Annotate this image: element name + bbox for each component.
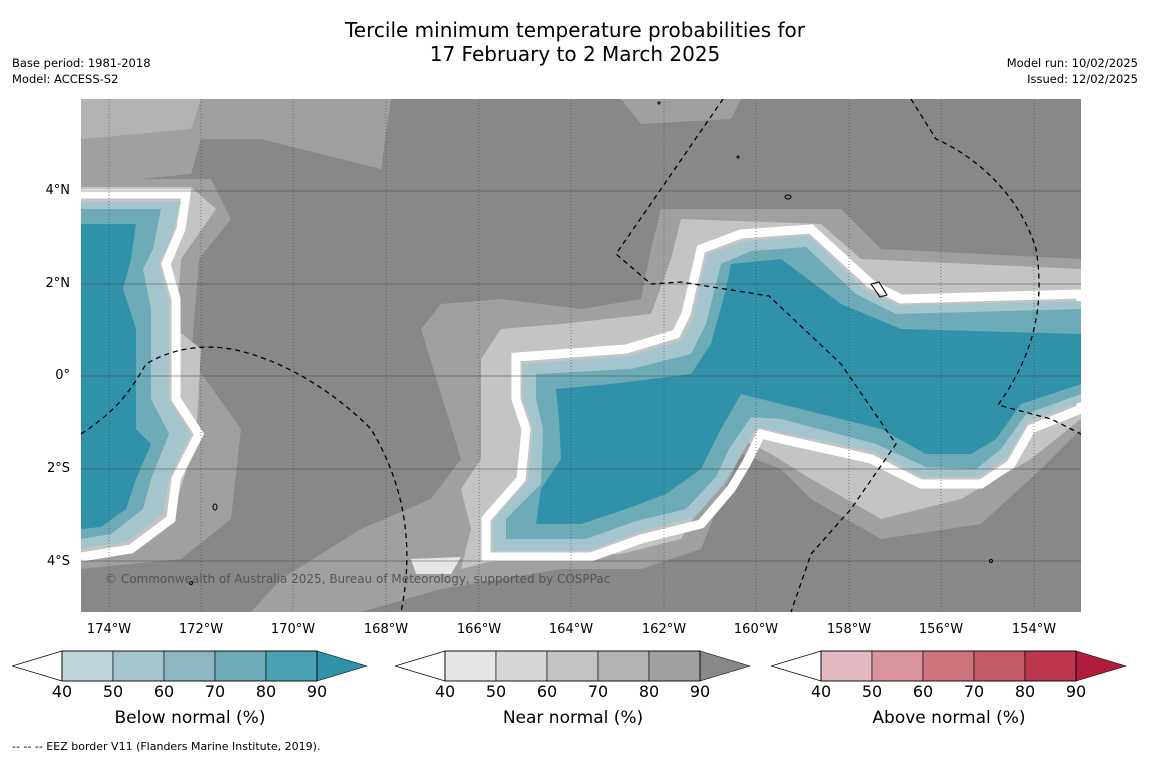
- colorbar-segment: [163, 650, 216, 682]
- colorbar-near-normal: [393, 650, 752, 682]
- below-normal-90-central: [536, 259, 1081, 524]
- title-line-1: Tercile minimum temperature probabilitie…: [344, 18, 806, 42]
- colorbar-segment: [214, 650, 267, 682]
- colorbar-segment: [546, 650, 599, 682]
- map-panel: [81, 99, 1081, 612]
- lat-label-4s: 4°S: [46, 554, 70, 569]
- tick-below-90: 90: [306, 682, 328, 701]
- colorbar-segment: [444, 650, 497, 682]
- lon-label-164w: 164°W: [548, 622, 594, 637]
- colorbar-segment: [1075, 650, 1128, 682]
- colorbar-segment: [820, 650, 873, 682]
- lon-label-166w: 166°W: [456, 622, 502, 637]
- lat-label-4n: 4°N: [45, 183, 71, 198]
- lon-label-156w: 156°W: [918, 622, 964, 637]
- tick-near-70: 70: [587, 682, 609, 701]
- islands: [189, 101, 993, 585]
- legend-near-normal: 40 50 60 70 80 90 Near normal (%): [393, 650, 752, 740]
- below-normal-boundary-central: [481, 224, 1081, 562]
- tick-above-90: 90: [1065, 682, 1087, 701]
- tick-near-80: 80: [638, 682, 660, 701]
- colorbar-above-normal: [769, 650, 1128, 682]
- lat-label-2s: 2°S: [46, 461, 70, 476]
- tick-above-70: 70: [963, 682, 985, 701]
- lon-label-160w: 160°W: [733, 622, 779, 637]
- lon-label-170w: 170°W: [270, 622, 316, 637]
- colorbar-segment: [871, 650, 924, 682]
- colorbar-segment: [316, 650, 369, 682]
- legend-above-normal: 40 50 60 70 80 90 Above normal (%): [769, 650, 1128, 740]
- colorbar-segment: [1024, 650, 1077, 682]
- tick-near-40: 40: [434, 682, 456, 701]
- meta-right: Model run: 10/02/2025 Issued: 12/02/2025: [1007, 55, 1138, 87]
- colorbar-segment: [265, 650, 318, 682]
- colorbar-below-normal: [10, 650, 369, 682]
- lon-label-168w: 168°W: [363, 622, 409, 637]
- colorbar-segment: [922, 650, 975, 682]
- eez-borders: [81, 99, 1081, 612]
- eez-footnote: -- -- -- EEZ border V11 (Flanders Marine…: [12, 740, 321, 753]
- tick-near-90: 90: [689, 682, 711, 701]
- tick-above-40: 40: [810, 682, 832, 701]
- map-title: Tercile minimum temperature probabilitie…: [0, 18, 1150, 66]
- tick-above-80: 80: [1014, 682, 1036, 701]
- colorbar-segment: [61, 650, 114, 682]
- copyright-notice: © Commonwealth of Australia 2025, Bureau…: [105, 572, 611, 586]
- near-normal-80-area-top: [621, 99, 741, 124]
- colorbar-segment: [648, 650, 701, 682]
- tick-near-60: 60: [536, 682, 558, 701]
- legend-label-near: Near normal (%): [502, 708, 644, 728]
- tick-below-40: 40: [51, 682, 73, 701]
- lon-label-158w: 158°W: [826, 622, 872, 637]
- colorbar-segment: [973, 650, 1026, 682]
- model-name: Model: ACCESS-S2: [12, 72, 119, 86]
- lon-label-154w: 154°W: [1011, 622, 1057, 637]
- legend-label-above: Above normal (%): [872, 708, 1026, 728]
- lat-label-2n: 2°N: [45, 276, 71, 291]
- below-normal-90-west: [81, 224, 151, 529]
- colorbar-segment: [699, 650, 752, 682]
- model-run: Model run: 10/02/2025: [1006, 56, 1138, 70]
- tick-below-50: 50: [102, 682, 124, 701]
- colorbar-segment: [112, 650, 165, 682]
- tick-above-60: 60: [912, 682, 934, 701]
- title-line-2: 17 February to 2 March 2025: [429, 42, 721, 66]
- colorbar-segment: [597, 650, 650, 682]
- tick-below-80: 80: [255, 682, 277, 701]
- below-normal-boundary-west: [81, 189, 205, 562]
- legend-label-below: Below normal (%): [114, 708, 266, 728]
- lon-label-174w: 174°W: [86, 622, 132, 637]
- tick-above-50: 50: [861, 682, 883, 701]
- base-period: Base period: 1981-2018: [12, 56, 151, 70]
- near-normal-70-area-north: [81, 99, 201, 139]
- map-svg: [81, 99, 1081, 612]
- lat-gridlines: [81, 190, 1081, 562]
- tick-near-50: 50: [485, 682, 507, 701]
- meta-left: Base period: 1981-2018 Model: ACCESS-S2: [12, 55, 151, 87]
- lon-label-162w: 162°W: [641, 622, 687, 637]
- tick-below-70: 70: [204, 682, 226, 701]
- issued-date: Issued: 12/02/2025: [1027, 72, 1138, 86]
- colorbar-segment: [495, 650, 548, 682]
- lon-label-172w: 172°W: [178, 622, 224, 637]
- lat-label-0: 0°: [55, 368, 70, 383]
- tick-below-60: 60: [153, 682, 175, 701]
- legend-below-normal: 40 50 60 70 80 90 Below normal (%): [10, 650, 369, 740]
